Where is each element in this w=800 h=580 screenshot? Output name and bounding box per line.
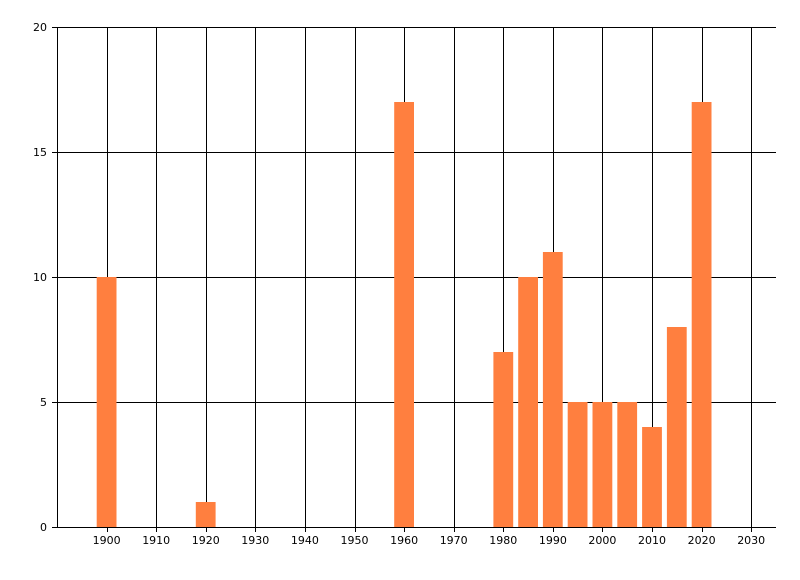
x-tick-label: 1910	[142, 534, 170, 547]
bar	[642, 427, 662, 527]
x-tick-label: 2010	[638, 534, 666, 547]
tick-labels: 1900 1910 1920 1930 1940 1950 1960 1970 1980 1990…	[33, 21, 765, 547]
bars	[96, 102, 712, 527]
bar	[666, 327, 687, 527]
x-tick-label: 1980	[489, 534, 517, 547]
bar	[691, 102, 712, 527]
bar	[394, 102, 414, 527]
x-tick-label: 1920	[192, 534, 220, 547]
y-tick-label: 5	[40, 396, 47, 409]
x-tick-label: 1900	[93, 534, 121, 547]
bar	[493, 352, 514, 527]
x-tick-label: 1970	[440, 534, 468, 547]
bar	[617, 402, 638, 527]
y-tick-label: 20	[33, 21, 47, 34]
bar	[96, 277, 117, 527]
x-tick-label: 2020	[688, 534, 716, 547]
x-tick-label: 1950	[341, 534, 369, 547]
y-tick-label: 10	[33, 271, 47, 284]
y-tick-label: 0	[40, 521, 47, 534]
x-tick-label: 1930	[241, 534, 269, 547]
bar	[518, 277, 538, 527]
bar	[567, 402, 588, 527]
axes	[57, 27, 776, 528]
x-tick-label: 2000	[588, 534, 616, 547]
bar	[592, 402, 613, 527]
x-tick-label: 1940	[291, 534, 319, 547]
bar	[195, 502, 216, 527]
x-tick-label: 1960	[390, 534, 418, 547]
x-tick-label: 1990	[539, 534, 567, 547]
bar	[542, 252, 563, 527]
y-tick-label: 15	[33, 146, 47, 159]
x-tick-label: 2030	[737, 534, 765, 547]
